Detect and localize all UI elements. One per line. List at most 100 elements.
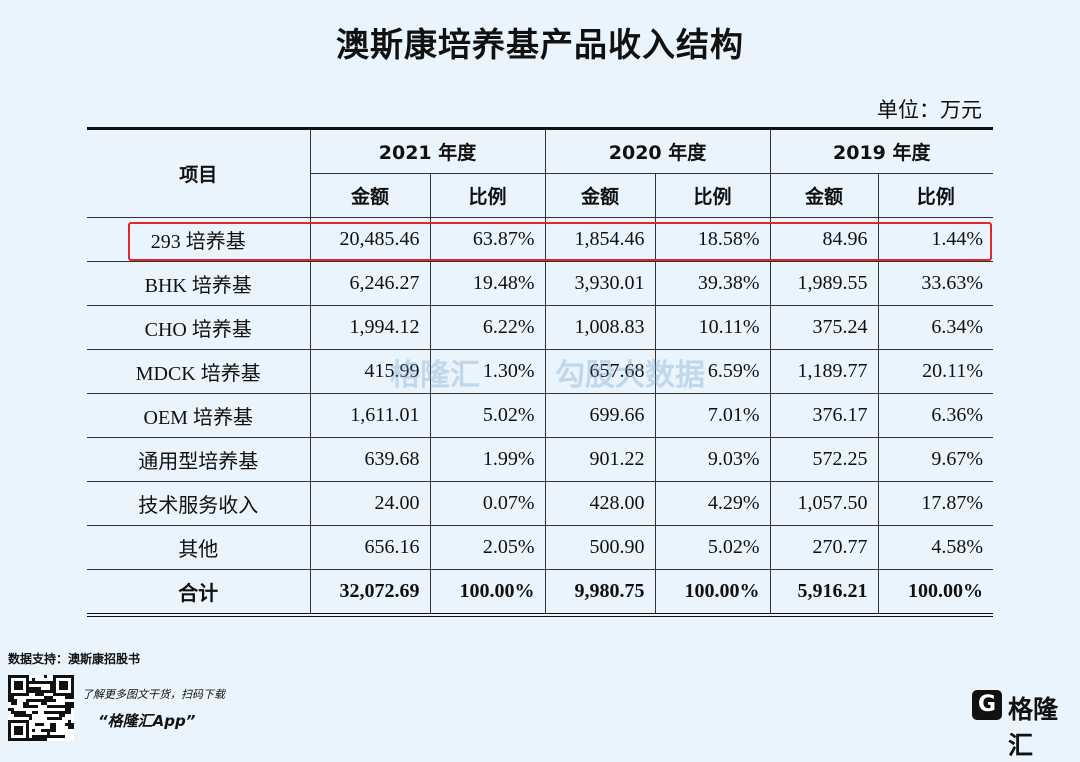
- qr-module: [65, 687, 68, 690]
- qr-module: [47, 699, 50, 702]
- cell: 6,246.27: [309, 261, 431, 306]
- cell: 901.22: [544, 437, 656, 482]
- qr-module: [59, 681, 62, 684]
- qr-module: [11, 708, 14, 711]
- qr-module: [26, 687, 29, 690]
- qr-module: [23, 714, 26, 717]
- qr-module: [14, 711, 17, 714]
- qr-module: [8, 696, 11, 699]
- cell: 415.99: [309, 349, 431, 394]
- cell: 639.68: [309, 437, 431, 482]
- qr-module: [44, 690, 47, 693]
- qr-module: [65, 681, 68, 684]
- qr-module: [44, 735, 47, 738]
- qr-module: [23, 693, 26, 696]
- qr-module: [26, 678, 29, 681]
- qr-module: [8, 684, 11, 687]
- year-header: 2020 年度: [544, 127, 771, 174]
- qr-module: [32, 711, 35, 714]
- qr-module: [14, 687, 17, 690]
- qr-module: [50, 681, 53, 684]
- cell: 39.38%: [654, 261, 771, 306]
- qr-module: [71, 675, 74, 678]
- cell: 10.11%: [654, 305, 771, 350]
- cell: 3,930.01: [544, 261, 656, 306]
- qr-module: [68, 708, 71, 711]
- qr-module: [8, 693, 11, 696]
- qr-module: [41, 723, 44, 726]
- qr-module: [71, 693, 74, 696]
- qr-module: [17, 687, 20, 690]
- qr-module: [8, 729, 11, 732]
- qr-module: [59, 705, 62, 708]
- qr-module: [32, 678, 35, 681]
- qr-module: [14, 726, 17, 729]
- qr-module: [41, 702, 44, 705]
- qr-module: [26, 681, 29, 684]
- qr-module: [35, 681, 38, 684]
- qr-module: [35, 723, 38, 726]
- qr-module: [44, 729, 47, 732]
- qr-module: [50, 735, 53, 738]
- cell: 20,485.46: [309, 217, 431, 262]
- cell: 1,994.12: [309, 305, 431, 350]
- qr-module: [32, 681, 35, 684]
- qr-module: [71, 684, 74, 687]
- qr-module: [38, 735, 41, 738]
- cell: 100.00%: [877, 569, 993, 617]
- qr-module: [44, 738, 47, 741]
- qr-module: [71, 696, 74, 699]
- qr-module: [53, 693, 56, 696]
- qr-module: [47, 735, 50, 738]
- qr-module: [68, 696, 71, 699]
- qr-module: [20, 729, 23, 732]
- qr-module: [26, 723, 29, 726]
- qr-module: [59, 684, 62, 687]
- row-label: 通用型培养基: [87, 437, 311, 482]
- cell: 5,916.21: [769, 569, 879, 617]
- qr-module: [17, 684, 20, 687]
- qr-module: [17, 675, 20, 678]
- qr-module: [71, 690, 74, 693]
- qr-module: [65, 675, 68, 678]
- qr-module: [44, 681, 47, 684]
- qr-module: [50, 717, 53, 720]
- qr-module: [71, 681, 74, 684]
- cell: 1,611.01: [309, 393, 431, 438]
- title: 澳斯康培养基产品收入结构: [336, 25, 744, 64]
- row-label: 其他: [87, 525, 311, 570]
- qr-module: [38, 699, 41, 702]
- qr-module: [20, 711, 23, 714]
- corner-header: 项目: [87, 127, 311, 218]
- cell: 1,989.55: [769, 261, 879, 306]
- qr-module: [23, 675, 26, 678]
- table-row: 其他 656.16 2.05% 500.90 5.02% 270.77 4.58%: [87, 525, 993, 570]
- qr-module: [8, 678, 11, 681]
- qr-module: [29, 714, 32, 717]
- cell: 657.68: [544, 349, 656, 394]
- qr-module: [71, 726, 74, 729]
- qr-module: [59, 687, 62, 690]
- qr-module: [65, 693, 68, 696]
- qr-module: [14, 702, 17, 705]
- qr-module: [35, 687, 38, 690]
- qr-module: [65, 711, 68, 714]
- qr-module: [14, 729, 17, 732]
- qr-module: [71, 702, 74, 705]
- qr-module: [47, 696, 50, 699]
- qr-module: [23, 738, 26, 741]
- qr-module: [68, 675, 71, 678]
- qr-module: [26, 675, 29, 678]
- qr-module: [47, 729, 50, 732]
- qr-module: [47, 717, 50, 720]
- qr-module: [17, 711, 20, 714]
- qr-module: [62, 693, 65, 696]
- qr-module: [35, 690, 38, 693]
- cell: 32,072.69: [309, 569, 431, 617]
- row-label: MDCK 培养基: [87, 349, 311, 394]
- sub-header: 比例: [877, 173, 993, 218]
- qr-module: [26, 726, 29, 729]
- table-row: BHK 培养基 6,246.27 19.48% 3,930.01 39.38% 1,989…: [87, 261, 993, 306]
- qr-module: [62, 711, 65, 714]
- qr-module: [11, 693, 14, 696]
